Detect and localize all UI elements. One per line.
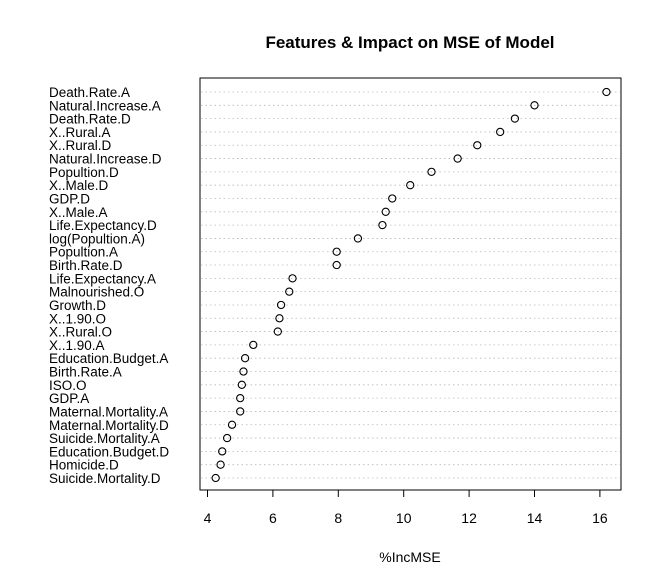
x-tick-label: 14 (527, 510, 543, 526)
feature-label: Education.Budget.D (49, 444, 169, 459)
feature-label: GDP.A (49, 391, 89, 406)
data-point (353, 234, 363, 243)
data-point (378, 220, 387, 230)
data-point (237, 380, 246, 389)
x-axis-title: %IncMSE (379, 549, 440, 565)
feature-label: Maternal.Mortality.A (49, 404, 168, 419)
feature-label: Life.Expectancy.D (49, 218, 157, 233)
data-point (222, 433, 232, 443)
x-tick-label: 12 (461, 510, 477, 526)
feature-label: Maternal.Mortality.D (49, 418, 169, 433)
feature-label: Growth.D (49, 298, 106, 313)
feature-label: X..1.90.O (49, 311, 106, 326)
data-point (240, 354, 250, 363)
data-point (227, 420, 237, 429)
data-point (236, 393, 245, 403)
feature-label: X..Male.A (49, 205, 108, 220)
data-point (332, 247, 341, 256)
data-point (249, 340, 258, 350)
feature-label: GDP.D (49, 191, 90, 206)
data-point (332, 260, 341, 270)
feature-label: Birth.Rate.D (49, 258, 123, 273)
feature-labels: Death.Rate.ANatural.Increase.ADeath.Rate… (49, 85, 169, 486)
x-tick-label: 8 (334, 510, 342, 526)
data-point (530, 101, 539, 110)
data-points (211, 87, 611, 483)
feature-label: Natural.Increase.A (49, 98, 161, 113)
feature-label: Education.Budget.A (49, 351, 168, 366)
data-point (275, 314, 284, 323)
plot-frame (199, 77, 622, 491)
feature-label: Natural.Increase.D (49, 152, 162, 167)
feature-label: ISO.O (49, 378, 87, 393)
feature-label: Suicide.Mortality.A (49, 431, 160, 446)
feature-label: Popultion.A (49, 245, 118, 260)
feature-label: X..Male.D (49, 178, 109, 193)
data-point (276, 300, 286, 310)
data-point (427, 167, 436, 177)
x-axis: 4 6 8 10 12 14 16 (204, 489, 608, 526)
data-point (236, 407, 245, 416)
data-point (218, 447, 227, 456)
feature-label: Suicide.Mortality.D (49, 471, 161, 486)
feature-label: Life.Expectancy.A (49, 271, 156, 286)
data-point (288, 274, 297, 283)
x-tick-label: 4 (204, 510, 212, 526)
feature-label: Homicide.D (49, 458, 119, 473)
x-tick-label: 6 (269, 510, 277, 526)
chart-title: Features & Impact on MSE of Model (265, 33, 554, 52)
x-tick-label: 16 (592, 510, 608, 526)
data-point (406, 181, 415, 190)
feature-label: X..1.90.A (49, 338, 105, 353)
data-point (388, 194, 397, 203)
data-point (211, 473, 220, 483)
data-point (216, 460, 225, 469)
data-point (285, 287, 294, 296)
data-point (496, 127, 505, 137)
x-tick-label: 10 (396, 510, 412, 526)
data-point (510, 114, 520, 123)
feature-label: Malnourished.O (49, 285, 144, 300)
data-point (602, 87, 611, 97)
feature-label: X..Rural.D (49, 138, 112, 153)
feature-label: Death.Rate.A (49, 85, 130, 100)
feature-label: X..Rural.A (49, 125, 111, 140)
feature-label: Death.Rate.D (49, 112, 131, 127)
data-point (453, 154, 462, 163)
feature-label: log(Popultion.A) (49, 231, 145, 246)
feature-label: Popultion.D (49, 165, 119, 180)
guide-lines (201, 91, 620, 479)
data-point (239, 367, 248, 376)
data-point (473, 141, 482, 150)
data-point (273, 327, 282, 336)
data-point (381, 207, 390, 216)
feature-label: Birth.Rate.A (49, 365, 122, 380)
feature-label: X..Rural.O (49, 325, 112, 340)
